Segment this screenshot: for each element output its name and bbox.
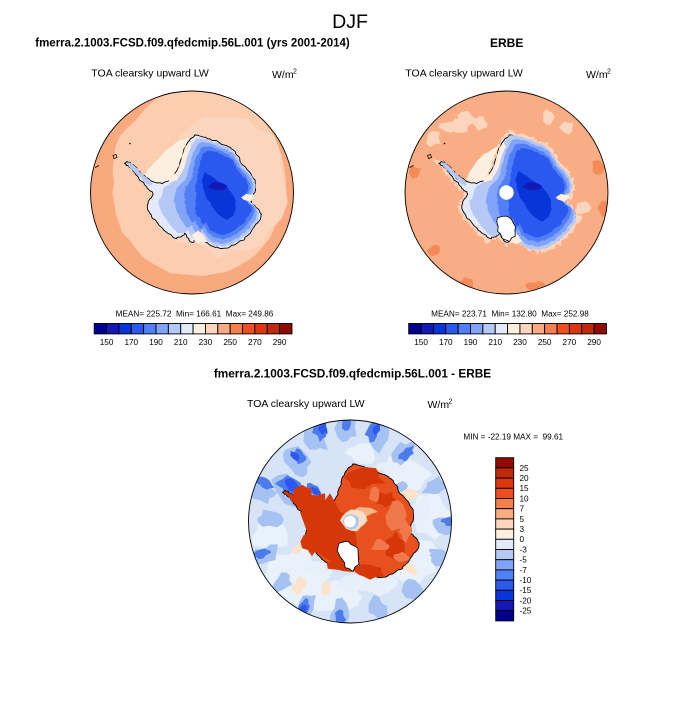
svg-text:210: 210 [174,338,188,347]
svg-text:TOA clearsky upward LW: TOA clearsky upward LW [91,68,209,80]
svg-text:170: 170 [439,338,453,347]
svg-text:10: 10 [520,494,530,503]
svg-text:270: 270 [248,338,262,347]
svg-text:-5: -5 [520,556,528,565]
svg-text:250: 250 [538,338,552,347]
svg-text:DJF: DJF [332,11,368,33]
svg-text:2: 2 [293,69,297,76]
svg-text:20: 20 [520,474,530,483]
svg-text:-7: -7 [520,566,528,575]
svg-text:230: 230 [513,338,527,347]
svg-text:W/m: W/m [428,399,450,411]
svg-text:3: 3 [520,525,525,534]
svg-text:2: 2 [607,69,611,76]
svg-text:15: 15 [520,484,530,493]
svg-text:MIN = -22.19 MAX = 99.61: MIN = -22.19 MAX = 99.61 [463,433,563,442]
svg-text:150: 150 [414,338,428,347]
svg-text:290: 290 [587,338,601,347]
svg-text:W/m: W/m [586,69,608,81]
svg-text:-15: -15 [520,586,532,595]
svg-text:fmerra.2.1003.FCSD.f09.qfedcmi: fmerra.2.1003.FCSD.f09.qfedcmip.56L.001 … [35,38,350,50]
svg-text:ERBE: ERBE [490,36,523,50]
svg-text:-10: -10 [520,576,532,585]
svg-text:190: 190 [149,338,163,347]
svg-text:270: 270 [563,338,577,347]
svg-text:W/m: W/m [272,69,294,81]
svg-text:-3: -3 [520,545,528,554]
svg-text:fmerra.2.1003.FCSD.f09.qfedcmi: fmerra.2.1003.FCSD.f09.qfedcmip.56L.001 … [214,367,491,381]
svg-text:230: 230 [199,338,213,347]
svg-text:150: 150 [100,338,114,347]
svg-text:2: 2 [449,399,453,406]
svg-text:5: 5 [520,515,525,524]
svg-text:-25: -25 [520,607,532,616]
svg-text:-20: -20 [520,596,532,605]
svg-text:25: 25 [520,464,530,473]
svg-text:170: 170 [124,338,138,347]
svg-text:MEAN= 225.72 Min= 166.61 Max: MEAN= 225.72 Min= 166.61 Max= 249.86 [116,309,274,318]
svg-text:MEAN= 223.71 Min= 132.80 Max: MEAN= 223.71 Min= 132.80 Max= 252.98 [431,309,589,318]
svg-text:TOA clearsky upward LW: TOA clearsky upward LW [405,68,523,80]
svg-text:7: 7 [520,505,525,514]
svg-text:210: 210 [488,338,502,347]
svg-text:0: 0 [520,535,525,544]
svg-text:190: 190 [464,338,478,347]
svg-text:250: 250 [223,338,237,347]
svg-text:TOA clearsky upward LW: TOA clearsky upward LW [247,398,365,410]
svg-text:290: 290 [273,338,287,347]
